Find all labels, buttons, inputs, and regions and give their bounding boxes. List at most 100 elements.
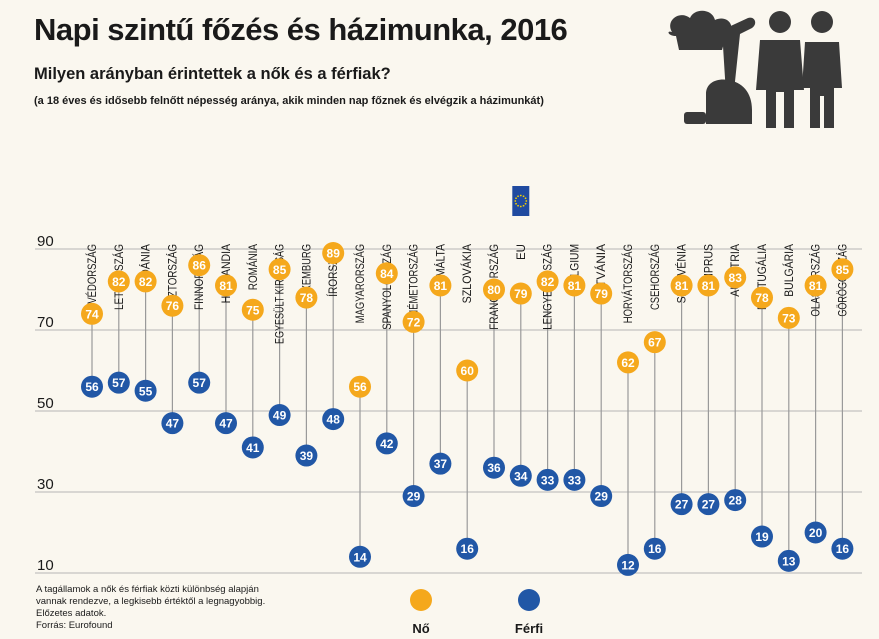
men-value-label: 33 — [568, 473, 582, 487]
women-value-label: 76 — [166, 299, 180, 313]
men-value-label: 39 — [300, 449, 314, 463]
women-point — [268, 258, 291, 281]
men-point — [617, 553, 639, 576]
women-point — [349, 375, 371, 398]
men-point — [724, 489, 747, 512]
women-value-label: 56 — [353, 380, 367, 394]
category-label: DÁNIA — [140, 244, 153, 277]
men-point — [161, 412, 184, 435]
men-value-label: 42 — [380, 437, 394, 451]
men-point — [483, 456, 505, 479]
category-label: SZLOVÁKIA — [461, 244, 474, 304]
men-value-label: 56 — [85, 380, 99, 394]
category-label: GÖRÖGORSZÁG — [836, 244, 849, 317]
eu-flag-star — [514, 200, 517, 202]
eu-flag-star — [524, 197, 527, 200]
men-point — [536, 468, 559, 491]
legend-men-label: Férfi — [515, 621, 543, 636]
men-value-label: 41 — [246, 441, 260, 455]
category-label: SVÉDORSZÁG — [86, 244, 99, 310]
men-point — [697, 493, 720, 516]
eu-flag-star — [517, 204, 519, 207]
women-value-label: 81 — [434, 279, 448, 293]
men-value-label: 12 — [621, 558, 635, 572]
eu-flag-star — [519, 194, 522, 197]
men-value-label: 13 — [782, 554, 796, 568]
men-value-label: 49 — [273, 409, 287, 423]
women-value-label: 81 — [568, 279, 582, 293]
page-title: Napi szintű főzés és házimunka, 2016 — [34, 12, 568, 47]
footnote-source: Forrás: Eurofound — [36, 620, 113, 631]
women-point — [509, 282, 532, 305]
women-point — [107, 270, 130, 293]
men-value-label: 20 — [809, 526, 823, 540]
women-point — [536, 270, 559, 293]
eu-flag-star — [519, 205, 522, 208]
women-value-label: 85 — [836, 263, 850, 277]
men-point — [375, 432, 398, 455]
decorative-icons — [668, 10, 842, 128]
women-point — [402, 310, 425, 333]
data-points: 74 56 82 57 82 55 76 47 86 57 81 47 75 41 85 49 78 39 89 48… — [81, 242, 854, 576]
men-point — [295, 444, 318, 467]
women-point — [590, 282, 613, 305]
men-point — [402, 485, 425, 508]
legend-men-marker — [518, 589, 540, 611]
women-value-label: 85 — [273, 263, 287, 277]
y-tick-label: 50 — [37, 395, 54, 412]
women-value-label: 81 — [219, 279, 233, 293]
y-tick-label: 70 — [37, 314, 54, 331]
footnote-line-3: Előzetes adatok. — [36, 608, 107, 619]
men-point — [831, 537, 854, 560]
men-value-label: 19 — [755, 530, 769, 544]
women-point — [804, 274, 827, 297]
men-point — [804, 521, 827, 544]
men-value-label: 47 — [219, 417, 233, 431]
eu-flag-star — [517, 195, 519, 198]
women-value-label: 73 — [782, 311, 796, 325]
legend: Nő Férfi — [410, 589, 543, 636]
category-label: CSEHORSZÁG — [649, 244, 662, 310]
y-tick-label: 90 — [37, 233, 54, 250]
women-value-label: 78 — [300, 291, 314, 305]
legend-women-label: Nő — [412, 621, 429, 636]
women-value-label: 72 — [407, 315, 421, 329]
men-point — [322, 408, 345, 431]
women-value-label: 81 — [675, 279, 689, 293]
women-value-label: 84 — [380, 267, 394, 281]
footnote-line-2: vannak rendezve, a legkisebb értéktől a … — [36, 596, 266, 607]
women-point — [777, 306, 800, 329]
women-point — [161, 294, 184, 317]
category-label: HORVÁTORSZÁG — [622, 244, 635, 323]
men-value-label: 55 — [139, 384, 153, 398]
men-value-label: 16 — [461, 542, 475, 556]
men-point — [456, 537, 479, 560]
women-point — [81, 302, 103, 325]
men-value-label: 48 — [327, 413, 341, 427]
women-value-label: 75 — [246, 303, 260, 317]
women-value-label: 81 — [809, 279, 823, 293]
women-value-label: 89 — [327, 247, 341, 261]
men-point — [563, 468, 586, 491]
eu-flag-star — [522, 204, 525, 207]
men-value-label: 28 — [729, 494, 743, 508]
men-value-label: 27 — [675, 498, 689, 512]
women-point — [429, 274, 452, 297]
women-value-label: 79 — [514, 287, 528, 301]
category-label: MÁLTA — [434, 244, 447, 277]
women-value-label: 82 — [139, 275, 153, 289]
men-value-label: 37 — [434, 457, 448, 471]
men-point — [215, 412, 237, 435]
men-value-label: 33 — [541, 473, 555, 487]
eu-flag-star — [524, 202, 527, 205]
man-icon — [756, 11, 804, 128]
men-point — [429, 452, 452, 475]
men-value-label: 57 — [193, 376, 207, 390]
women-value-label: 81 — [702, 279, 716, 293]
women-value-label: 82 — [112, 275, 126, 289]
eu-flag-star — [515, 202, 517, 205]
men-point — [349, 545, 371, 568]
women-point — [134, 270, 157, 293]
y-axis-ticks: 90 70 50 30 10 — [37, 233, 54, 574]
